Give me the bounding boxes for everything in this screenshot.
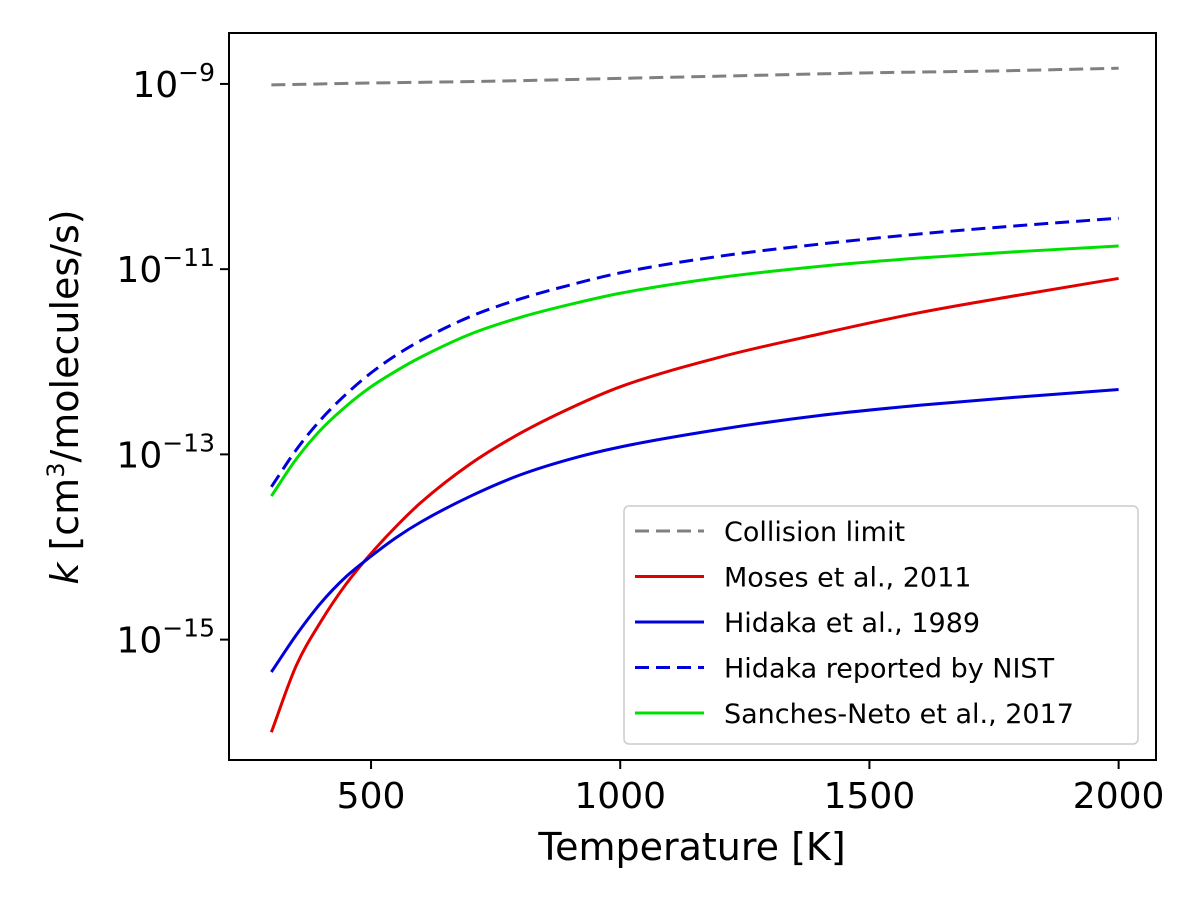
x-tick-label: 2000	[1073, 776, 1165, 817]
legend-label: Hidaka et al., 1989	[724, 608, 980, 639]
y-axis-label-post: /molecules/s)	[43, 209, 87, 462]
y-tick-label: 10−9	[132, 58, 215, 106]
legend-label: Sanches-Neto et al., 2017	[724, 699, 1074, 730]
y-axis-label-sup: 3	[42, 463, 70, 478]
series-line-collision-limit	[271, 66, 1119, 87]
x-tick-label: 1500	[824, 776, 916, 817]
legend-label: Collision limit	[724, 517, 905, 548]
legend-entry-sanches-neto-et-al-2017: Sanches-Neto et al., 2017	[635, 699, 1074, 730]
series-line-moses-et-al-2011	[269, 276, 1119, 733]
y-tick-label: 10−13	[116, 428, 215, 476]
legend-entry-moses-et-al-2011: Moses et al., 2011	[635, 563, 971, 594]
legend-box	[623, 505, 1139, 745]
legend: Collision limit Moses et al., 2011 Hidaka …	[623, 505, 1139, 745]
x-axis-label: Temperature [K]	[537, 825, 845, 869]
series-line-hidaka-et-al-1989	[270, 388, 1119, 673]
legend-entry-hidaka-et-al-1989: Hidaka et al., 1989	[635, 608, 980, 639]
series-layer	[269, 66, 1119, 733]
legend-entry-hidaka-reported-by-nist: Hidaka reported by NIST	[635, 654, 1055, 685]
y-axis-label: k [cm3/molecules/s)	[42, 209, 87, 584]
y-axis-label-italic: k	[43, 561, 87, 585]
legend-entry-collision-limit: Collision limit	[635, 517, 905, 548]
legend-label: Hidaka reported by NIST	[724, 654, 1055, 685]
plot-frame	[228, 32, 1157, 761]
y-tick-label: 10−11	[116, 243, 215, 291]
ticks-layer: 500 1000 1500 2000 10−9 10−11 10−13 10−15	[116, 58, 1164, 817]
x-tick-label: 1000	[574, 776, 666, 817]
series-line-sanches-neto-et-al-2017	[270, 244, 1119, 497]
x-tick-label: 500	[337, 776, 406, 817]
y-axis-label-pre: [cm	[43, 478, 87, 563]
legend-entries: Collision limit Moses et al., 2011 Hidaka …	[635, 517, 1074, 730]
series-line-hidaka-reported-by-nist	[270, 216, 1119, 488]
y-tick-label: 10−15	[116, 614, 215, 662]
legend-label: Moses et al., 2011	[724, 563, 971, 594]
